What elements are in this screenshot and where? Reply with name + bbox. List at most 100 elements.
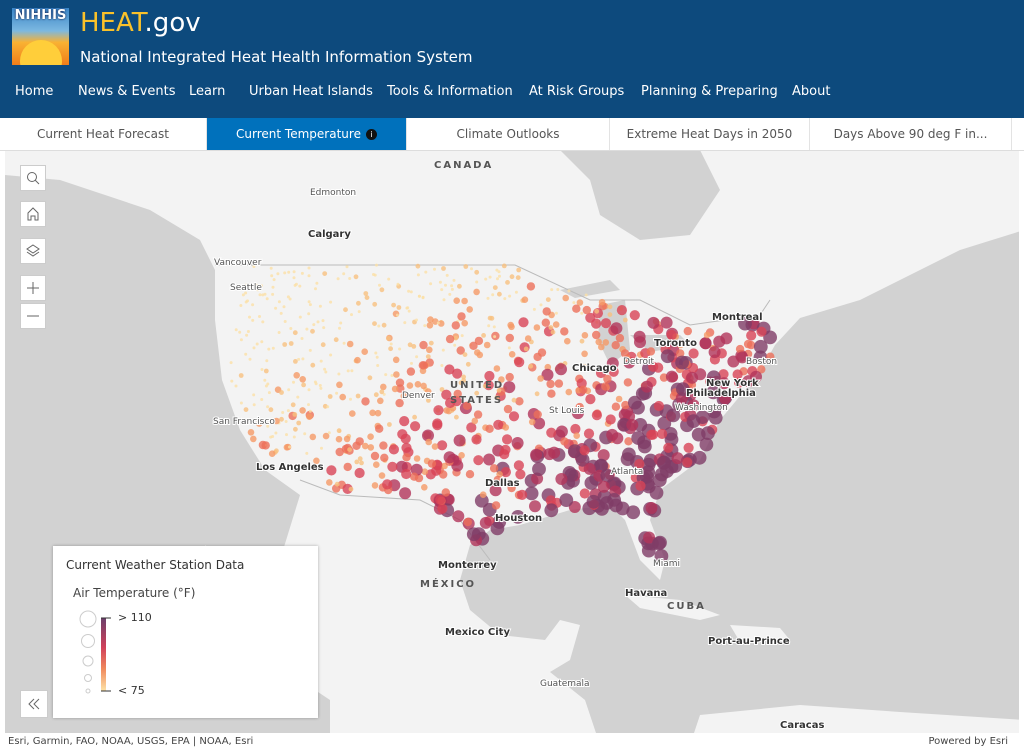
minus-icon: [27, 315, 39, 317]
nav-link[interactable]: Planning & Preparing: [641, 84, 778, 99]
station-dot: [735, 344, 745, 354]
station-dot: [310, 328, 315, 334]
station-dot: [354, 467, 365, 479]
station-dot: [342, 341, 346, 345]
zoom-out-button[interactable]: [20, 303, 46, 329]
station-dot: [484, 277, 488, 281]
station-dot: [337, 372, 341, 376]
station-dot: [567, 289, 571, 293]
station-dot: [353, 274, 359, 280]
logo[interactable]: NIHHIS: [12, 8, 69, 65]
station-dot: [380, 383, 387, 391]
station-dot: [288, 341, 294, 346]
map-label: Seattle: [230, 283, 262, 293]
zoom-in-button[interactable]: [20, 275, 46, 301]
legend-ramp: [101, 618, 106, 691]
station-dot: [511, 437, 524, 449]
station-dot: [431, 443, 439, 450]
station-dot: [646, 429, 657, 440]
station-dot: [376, 364, 380, 367]
station-dot: [424, 388, 432, 395]
tab[interactable]: Current Heat Forecast: [0, 118, 207, 150]
tab[interactable]: Climate Outlooks: [407, 118, 610, 150]
collapse-button[interactable]: [20, 690, 48, 718]
station-dot: [268, 450, 276, 458]
station-dot: [458, 380, 464, 386]
station-dot: [600, 318, 612, 329]
station-dot: [437, 320, 445, 327]
station-dot: [663, 427, 678, 441]
map[interactable]: CANADA Edmonton Calgary Vancouver Seattl…: [5, 151, 1019, 733]
station-dot: [396, 282, 400, 286]
station-dot: [426, 398, 431, 403]
collapse-icon: [28, 698, 40, 710]
station-dot: [481, 333, 486, 338]
station-dot: [411, 344, 417, 349]
nav-link[interactable]: Home: [15, 84, 54, 99]
station-dot: [387, 461, 398, 472]
home-button[interactable]: [20, 201, 46, 227]
station-dot: [421, 295, 425, 299]
station-dot: [492, 325, 496, 329]
nav-link[interactable]: At Risk Groups: [529, 84, 625, 99]
station-dot: [643, 531, 656, 544]
station-dot: [631, 431, 646, 445]
station-dot: [452, 368, 463, 379]
map-label: Havana: [625, 588, 667, 599]
station-dot: [288, 297, 292, 301]
station-dot: [605, 414, 616, 425]
station-dot: [299, 376, 307, 383]
station-dot: [401, 468, 412, 480]
nav-link[interactable]: Tools & Information: [387, 84, 513, 99]
nav-link[interactable]: About: [792, 84, 831, 99]
station-dot: [591, 410, 603, 421]
search-button[interactable]: [20, 165, 46, 191]
station-dot: [686, 371, 699, 384]
site-name[interactable]: HEAT.gov: [80, 8, 201, 38]
station-dot: [493, 365, 501, 372]
map-label: Denver: [402, 391, 435, 401]
station-dot: [601, 382, 610, 391]
station-dot: [308, 348, 312, 352]
map-label: CUBA: [667, 601, 706, 612]
station-dot: [442, 298, 446, 302]
station-dot: [238, 330, 242, 334]
layers-button[interactable]: [20, 238, 46, 264]
station-dot: [515, 275, 521, 280]
tab[interactable]: Current Temperature i: [207, 118, 407, 150]
station-dot: [414, 381, 422, 388]
tab[interactable]: Days Above 90 deg F in...: [810, 118, 1012, 150]
station-dot: [380, 453, 389, 462]
station-dot: [272, 278, 276, 282]
station-dot: [339, 321, 343, 325]
station-dot: [320, 342, 326, 348]
station-dot: [305, 451, 309, 455]
station-dot: [453, 389, 462, 399]
station-dot: [475, 280, 479, 284]
nav-link[interactable]: News & Events: [78, 84, 176, 99]
station-dot: [323, 367, 327, 371]
station-dot: [410, 472, 419, 481]
station-dot: [692, 450, 707, 465]
station-dot: [479, 516, 492, 529]
nav-link[interactable]: Learn: [189, 84, 226, 99]
map-label: Miami: [653, 559, 680, 569]
station-dot: [413, 455, 421, 462]
station-dot: [718, 369, 729, 380]
tab-bar: Current Heat Forecast Current Temperature…: [0, 118, 1024, 151]
nav-link[interactable]: Urban Heat Islands: [249, 84, 373, 99]
station-dot: [410, 361, 413, 365]
station-dot: [653, 400, 665, 412]
station-dot: [503, 381, 516, 394]
powered-by[interactable]: Powered by Esri: [928, 736, 1008, 747]
station-dot: [530, 448, 543, 461]
station-dot: [708, 346, 721, 359]
station-dot: [438, 280, 442, 284]
station-dot: [600, 468, 615, 483]
station-dot: [529, 500, 541, 513]
station-dot: [426, 346, 433, 354]
tab[interactable]: Extreme Heat Days in 2050: [610, 118, 810, 150]
map-label: San Francisco: [213, 417, 275, 427]
station-dot: [307, 403, 310, 407]
station-dot: [244, 352, 248, 356]
